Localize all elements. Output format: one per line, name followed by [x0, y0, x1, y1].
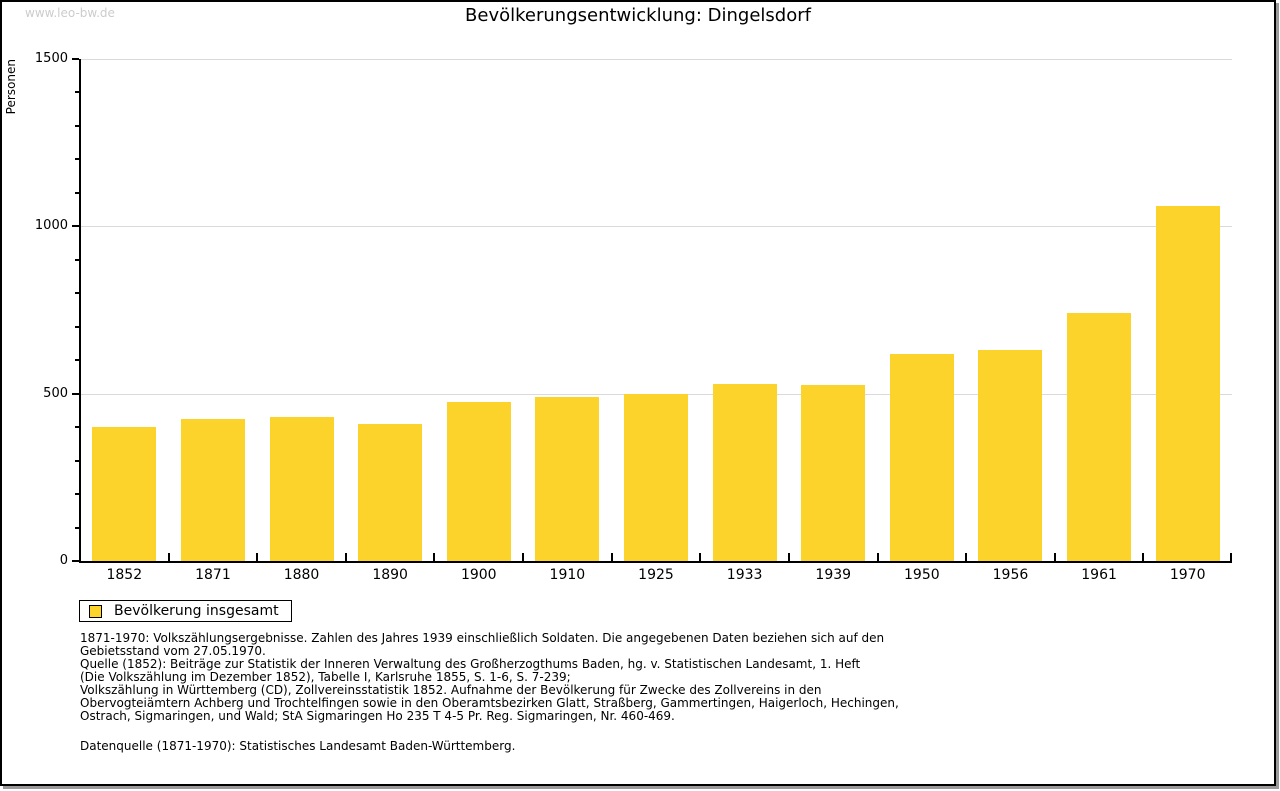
- x-tick-label: 1939: [815, 567, 852, 583]
- footnote-line: Ostrach, Sigmaringen, und Wald; StA Sigm…: [80, 709, 675, 723]
- footnotes: 1871-1970: Volkszählungsergebnisse. Zahl…: [80, 632, 899, 723]
- footnote-line: Volkszählung in Württemberg (CD), Zollve…: [80, 683, 822, 697]
- x-tick-label: 1910: [549, 567, 586, 583]
- x-tick-label: 1880: [283, 567, 320, 583]
- x-boundary-tick: [522, 553, 525, 561]
- bar: [269, 417, 334, 561]
- y-minor-tick: [75, 124, 79, 127]
- chart-title: Bevölkerungsentwicklung: Dingelsdorf: [465, 5, 811, 26]
- footnote-line: (Die Volkszählung im Dezember 1852), Tab…: [80, 670, 571, 684]
- x-boundary-tick: [433, 553, 436, 561]
- y-axis-title: Personen: [4, 59, 18, 115]
- y-minor-tick: [75, 493, 79, 496]
- x-tick-label: 1961: [1081, 567, 1117, 583]
- x-tick-label: 1925: [638, 567, 674, 583]
- x-axis-line: [79, 561, 1232, 563]
- x-tick-label: 1970: [1169, 567, 1206, 583]
- source-line: Datenquelle (1871-1970): Statistisches L…: [80, 739, 516, 753]
- gridline: [80, 226, 1232, 228]
- x-tick-label: 1900: [460, 567, 497, 583]
- bar: [1067, 313, 1132, 561]
- y-minor-tick: [75, 325, 79, 328]
- y-tick-label: 0: [59, 553, 68, 568]
- x-tick-label: 1933: [726, 567, 763, 583]
- y-minor-tick: [75, 426, 79, 429]
- bar: [446, 402, 511, 561]
- x-boundary-tick: [1053, 553, 1056, 561]
- bar: [712, 383, 777, 561]
- x-boundary-tick: [699, 553, 702, 561]
- x-boundary-tick: [876, 553, 879, 561]
- legend-label: Bevölkerung insgesamt: [114, 603, 279, 619]
- y-minor-tick: [75, 191, 79, 194]
- bar: [535, 397, 600, 561]
- x-boundary-tick: [1142, 553, 1145, 561]
- x-boundary-tick: [344, 553, 347, 561]
- x-tick-label: 1852: [106, 567, 143, 583]
- bar: [801, 385, 866, 561]
- gridline: [80, 59, 1232, 60]
- y-tick-label: 1000: [34, 218, 68, 234]
- y-major-tick: [72, 392, 79, 395]
- x-tick-label: 1890: [372, 567, 408, 583]
- x-boundary-tick: [256, 553, 259, 561]
- x-boundary-tick: [167, 553, 170, 561]
- plot-area: 0 500 1000 1500 1852 1871 1880 1890 1900 1910 1925…: [35, 51, 1232, 583]
- y-minor-tick: [75, 459, 79, 462]
- watermark: www.leo-bw.de: [25, 6, 115, 20]
- y-minor-tick: [75, 526, 79, 529]
- x-tick-label: 1871: [195, 567, 231, 583]
- y-major-tick: [72, 225, 79, 228]
- footnote-line: 1871-1970: Volkszählungsergebnisse. Zahl…: [80, 631, 885, 645]
- x-tick-label: 1956: [992, 567, 1029, 583]
- bar: [180, 418, 245, 561]
- y-major-tick: [72, 58, 79, 60]
- x-boundary-tick: [1230, 553, 1232, 561]
- y-axis-line: [79, 59, 81, 563]
- y-tick-label: 1500: [34, 51, 68, 66]
- y-minor-tick: [75, 292, 79, 295]
- y-minor-tick: [75, 359, 79, 362]
- bar: [624, 393, 688, 561]
- x-tick-label: 1950: [904, 567, 940, 583]
- bar: [358, 423, 423, 561]
- legend-swatch-icon: [89, 604, 102, 618]
- y-tick-label: 500: [43, 385, 68, 401]
- bar: [978, 350, 1043, 561]
- bar: [1155, 206, 1220, 561]
- x-boundary-tick: [787, 553, 790, 561]
- footnote-line: Gebietsstand vom 27.05.1970.: [80, 644, 266, 658]
- y-major-tick: [72, 560, 79, 562]
- footnote-line: Obervogteiämtern Achberg und Trochtelfin…: [80, 696, 899, 710]
- bar: [889, 353, 954, 561]
- x-boundary-tick: [965, 553, 968, 561]
- y-minor-tick: [75, 158, 79, 161]
- y-minor-tick: [75, 91, 79, 94]
- x-boundary-tick: [610, 553, 613, 561]
- y-minor-tick: [75, 258, 79, 261]
- footnote-line: Quelle (1852): Beiträge zur Statistik de…: [80, 657, 861, 671]
- legend: Bevölkerung insgesamt: [79, 600, 292, 622]
- bar: [92, 427, 157, 561]
